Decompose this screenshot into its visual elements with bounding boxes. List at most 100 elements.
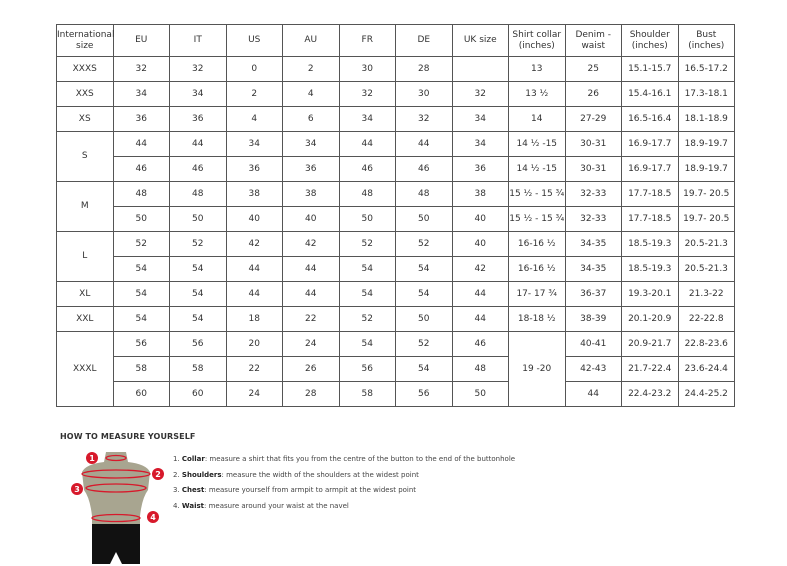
table-cell: 40	[225, 206, 283, 232]
table-row: XXXS 32 32 0 2 30 28 13 25 15.1-15.7 16.5-17.2	[56, 56, 735, 82]
table-cell: 48	[395, 181, 453, 207]
svg-text:4: 4	[150, 513, 156, 522]
table-cell: 56	[169, 331, 227, 357]
table-cell: 36-37	[564, 281, 622, 307]
table-cell: 18.5-19.3	[621, 256, 679, 282]
table-cell: 54	[112, 256, 170, 282]
table-cell: 2	[225, 81, 283, 107]
table-cell: 46	[169, 156, 227, 182]
table-cell: 32	[395, 106, 453, 132]
table-cell: 34	[451, 106, 509, 132]
table-cell: 28	[282, 381, 340, 407]
table-row: 50 50 40 40 50 50 40 15 ½ - 15 ¾ 32-33 17.7-18.5 1…	[57, 206, 735, 232]
table-cell: 20.5-21.3	[677, 231, 735, 257]
table-cell: 52	[338, 306, 396, 332]
table-cell: 16-16 ½	[508, 256, 566, 282]
table-cell: 52	[395, 231, 453, 257]
header-row: International size EU IT US AU FR DE UK size Shi…	[56, 24, 735, 57]
table-cell: 52	[112, 231, 170, 257]
table-cell: 17.3-18.1	[677, 81, 735, 107]
table-cell: 44	[169, 131, 227, 157]
table-cell: 60	[169, 381, 227, 407]
table-cell: 38	[225, 181, 283, 207]
table-cell: 54	[395, 356, 453, 382]
table-cell: 26	[564, 81, 622, 107]
column-header: AU	[282, 24, 340, 57]
table-cell: 44	[451, 306, 509, 332]
table-cell: 44	[338, 131, 396, 157]
table-cell: 50	[338, 206, 396, 232]
table-cell: 40	[282, 206, 340, 232]
table-cell: 22.4-23.2	[621, 381, 679, 407]
column-header: US	[225, 24, 283, 57]
table-cell: 15 ½ - 15 ¾	[508, 181, 566, 207]
table-row: S 44 44 34 34 44 44 34 14 ½ -15 30-31 16.9-17.7 18.…	[56, 131, 735, 182]
table-cell: 52	[169, 231, 227, 257]
column-header: UK size	[451, 24, 509, 57]
svg-text:2: 2	[155, 470, 161, 479]
international-size-cell: XXXL	[56, 331, 114, 407]
table-cell: 48	[169, 181, 227, 207]
table-row: 54 54 44 44 54 54 42 16-16 ½ 34-35 18.5-19.3 20.5-…	[57, 256, 735, 282]
table-cell: 54	[395, 281, 453, 307]
column-header: Denim - waist	[564, 24, 622, 57]
column-header: IT	[169, 24, 227, 57]
table-cell: 23.6-24.4	[677, 356, 735, 382]
table-cell: 44	[225, 281, 283, 307]
table-cell: 2	[282, 56, 340, 82]
table-cell: 20.1-20.9	[621, 306, 679, 332]
table-cell: 14 ½ -15	[508, 131, 566, 157]
torso-measure-illustration: 1 2 3 4	[71, 452, 164, 564]
table-cell: 34	[169, 81, 227, 107]
table-cell: 22-22.8	[677, 306, 735, 332]
table-cell: 13	[508, 56, 566, 82]
table-cell: 48	[112, 181, 170, 207]
column-header: Shoulder (inches)	[621, 24, 679, 57]
table-cell: 16-16 ½	[508, 231, 566, 257]
table-cell: 18.9-19.7	[677, 131, 735, 157]
table-cell: 38	[282, 181, 340, 207]
table-row: 60 60 24 28 58 56 50 44 22.4-23.2 24.4-25.2	[57, 381, 735, 407]
table-cell: 34	[112, 81, 170, 107]
shorts-shape	[92, 524, 140, 564]
table-cell: 27-29	[564, 106, 622, 132]
table-cell: 36	[451, 156, 509, 182]
table-cell: 20.5-21.3	[677, 256, 735, 282]
table-cell: 15.1-15.7	[621, 56, 679, 82]
table-cell: 17.7-18.5	[621, 206, 679, 232]
table-cell: 36	[282, 156, 340, 182]
table-cell: 44	[451, 281, 509, 307]
table-cell: 15 ½ - 15 ¾	[508, 206, 566, 232]
table-cell: 30-31	[564, 131, 622, 157]
table-cell: 40	[451, 206, 509, 232]
table-cell: 18	[225, 306, 283, 332]
table-cell: 19.7- 20.5	[677, 206, 735, 232]
table-cell: 17.7-18.5	[621, 181, 679, 207]
table-cell: 16.9-17.7	[621, 131, 679, 157]
table-row: XS 36 36 4 6 34 32 34 14 27-29 16.5-16.4 18.1-18.9	[56, 106, 735, 132]
table-cell: 16.5-16.4	[621, 106, 679, 132]
table-cell: 32-33	[564, 206, 622, 232]
table-cell: 60	[112, 381, 170, 407]
table-cell: 52	[338, 231, 396, 257]
international-size-cell: XXS	[56, 81, 114, 107]
table-cell: 56	[395, 381, 453, 407]
table-cell: 54	[112, 306, 170, 332]
table-cell: 32	[112, 56, 170, 82]
table-cell: 50	[395, 306, 453, 332]
table-cell: 46	[451, 331, 509, 357]
table-cell: 54	[169, 256, 227, 282]
table-cell: 24	[282, 331, 340, 357]
table-cell: 54	[112, 281, 170, 307]
table-cell: 34-35	[564, 231, 622, 257]
table-cell: 34	[225, 131, 283, 157]
table-cell: 30	[395, 81, 453, 107]
table-cell: 44	[282, 281, 340, 307]
table-row: 58 58 22 26 56 54 48 42-43 21.7-22.4 23.6-24.4	[57, 356, 735, 382]
international-size-cell: XS	[56, 106, 114, 132]
table-cell: 14 ½ -15	[508, 156, 566, 182]
table-cell: 34	[451, 131, 509, 157]
table-cell: 56	[112, 331, 170, 357]
table-cell: 46	[338, 156, 396, 182]
table-cell: 52	[395, 331, 453, 357]
